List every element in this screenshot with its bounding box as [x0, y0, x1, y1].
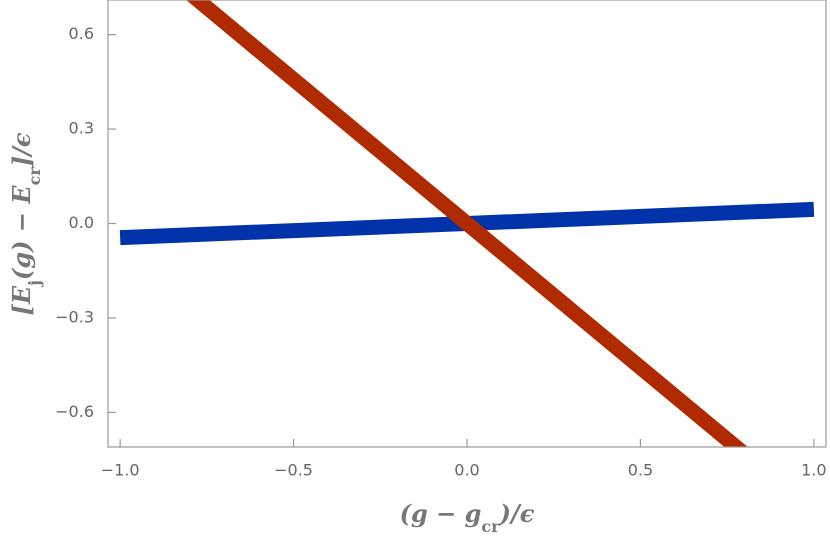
axis-label-part: (g) − E [7, 185, 36, 280]
x-tick-label: −0.5 [274, 461, 313, 480]
axis-label-part: cr [481, 517, 500, 536]
axis-label-part: j [25, 280, 44, 288]
plot-area [119, 0, 815, 447]
axis-label-part: )/ϵ [499, 499, 535, 528]
y-tick-label: −0.3 [55, 307, 94, 326]
y-tick-label: 0.6 [69, 24, 94, 43]
axis-label-part: (g − g [400, 499, 482, 528]
y-axis-label: [Ej(g) − Ecr]/ϵ [7, 132, 44, 315]
y-tick-label: −0.6 [55, 402, 94, 421]
x-axis-label: (g − gcr)/ϵ [400, 499, 535, 536]
x-tick-label: 0.5 [628, 461, 653, 480]
axis-label-part: ]/ϵ [7, 132, 36, 168]
axis-label-part: [E [7, 285, 36, 315]
y-tick-label: 0.0 [69, 213, 94, 232]
x-tick-label: −1.0 [101, 461, 140, 480]
axis-label-part: cr [25, 167, 44, 186]
x-tick-label: 1.0 [801, 461, 826, 480]
y-tick-label: 0.3 [69, 119, 94, 138]
data-line [186, 0, 748, 447]
x-tick-label: 0.0 [454, 461, 479, 480]
